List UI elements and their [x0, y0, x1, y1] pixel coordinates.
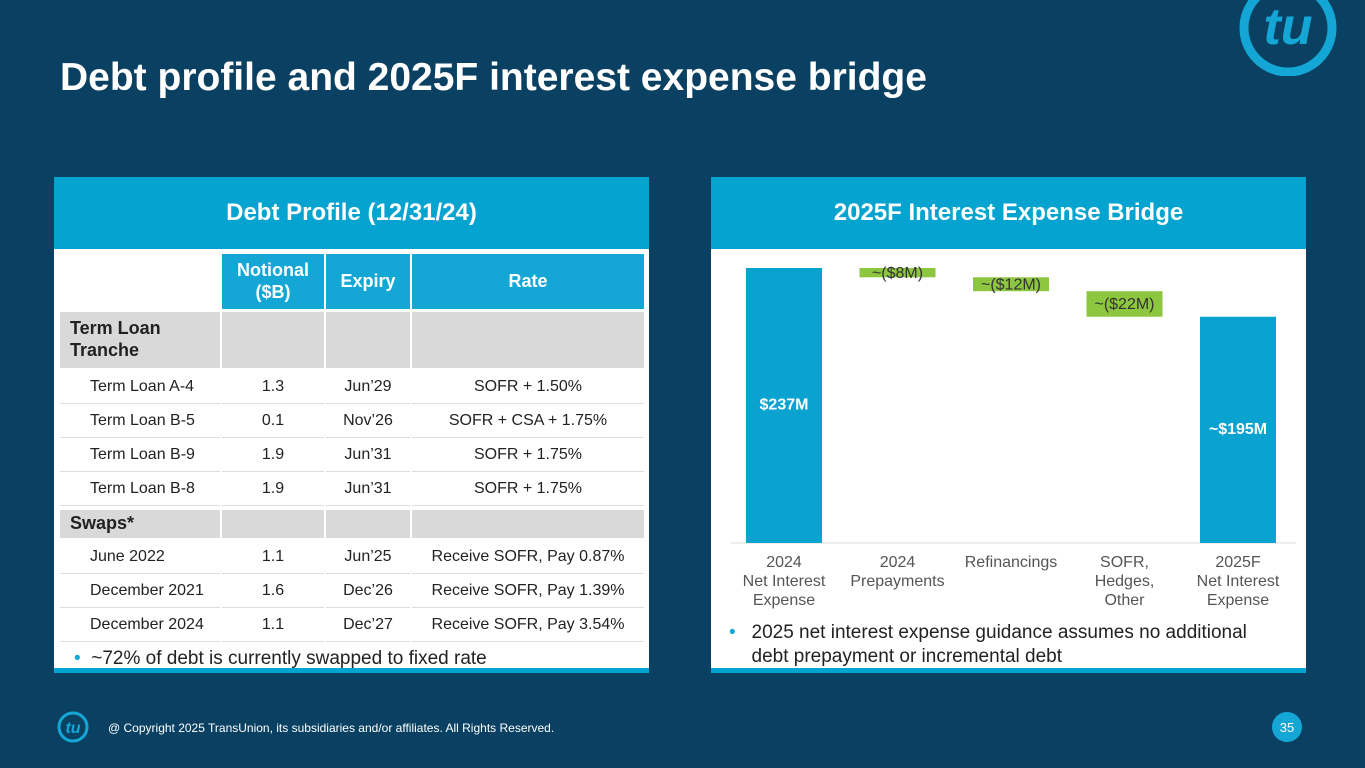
table-cell: 1.1 [222, 540, 324, 574]
table-cell: SOFR + CSA + 1.75% [412, 404, 644, 438]
category-label: 2024 Net Interest Expense [742, 554, 826, 610]
category-label: Refinancings [964, 554, 1058, 571]
change-bar [859, 268, 936, 278]
table-cell: SOFR + 1.50% [412, 370, 644, 404]
value-label: ~$195M [1209, 421, 1267, 438]
value-label: ~($8M) [872, 265, 923, 282]
table-cell: 0.1 [222, 404, 324, 438]
group-label: Swaps* [60, 510, 220, 538]
bullet-note: • 2025 net interest expense guidance ass… [729, 621, 1289, 669]
note-text: 2025 net interest expense guidance assum… [751, 622, 1247, 667]
table-cell: SOFR + 1.75% [412, 438, 644, 472]
note-text: ~72% of debt is currently swapped to fix… [91, 648, 487, 669]
page-number: 35 [1272, 712, 1302, 742]
group-label: Term Loan Tranche [60, 312, 220, 368]
logo: tu [1239, 0, 1337, 76]
panel-strip [54, 668, 649, 673]
value-label: $237M [760, 397, 809, 414]
table-cell: Receive SOFR, Pay 3.54% [412, 608, 644, 642]
panel-heading: Debt Profile (12/31/24) [54, 177, 649, 249]
value-label: ~($22M) [1094, 296, 1154, 313]
table-cell: Term Loan B-8 [60, 472, 220, 506]
table-cell: 1.9 [222, 472, 324, 506]
table-cell: December 2024 [60, 608, 220, 642]
table-cell: 1.3 [222, 370, 324, 404]
table-cell: December 2021 [60, 574, 220, 608]
table-cell: SOFR + 1.75% [412, 472, 644, 506]
table-cell: Term Loan B-5 [60, 404, 220, 438]
column-header: Notional ($B) [222, 254, 324, 309]
table-cell: Dec’27 [326, 608, 410, 642]
panel-heading: 2025F Interest Expense Bridge [711, 177, 1306, 249]
group-cell [222, 312, 324, 368]
column-header: Rate [412, 254, 644, 309]
group-cell [326, 312, 410, 368]
table-cell: Term Loan B-9 [60, 438, 220, 472]
table-cell: Receive SOFR, Pay 0.87% [412, 540, 644, 574]
table-cell: Jun’25 [326, 540, 410, 574]
svg-text:tu: tu [1263, 0, 1312, 56]
group-cell [222, 510, 324, 538]
table-cell: 1.1 [222, 608, 324, 642]
column-header: Expiry [326, 254, 410, 309]
change-bar [973, 277, 1049, 292]
copyright: @ Copyright 2025 TransUnion, its subsidi… [108, 721, 555, 735]
group-cell [412, 312, 644, 368]
table-cell: Dec’26 [326, 574, 410, 608]
table-cell: Nov’26 [326, 404, 410, 438]
right-panel: 2025F Interest Expense Bridge $237M ~($8M… [711, 177, 1306, 673]
table-cell: Term Loan A-4 [60, 370, 220, 404]
bullet-note: • ~72% of debt is currently swapped to f… [74, 648, 487, 669]
table-cell: 1.6 [222, 574, 324, 608]
category-label: SOFR, Hedges, Other [1094, 554, 1155, 610]
footer-logo: tu [57, 711, 89, 743]
category-label: 2024 Prepayments [850, 554, 945, 591]
table-cell: Jun’29 [326, 370, 410, 404]
total-bar [1200, 316, 1276, 543]
table-cell: 1.9 [222, 438, 324, 472]
table-cell: Receive SOFR, Pay 1.39% [412, 574, 644, 608]
table-cell: June 2022 [60, 540, 220, 574]
group-cell [412, 510, 644, 538]
left-panel: Debt Profile (12/31/24) • ~72% of debt i… [54, 177, 649, 673]
group-cell [326, 510, 410, 538]
change-bar [1086, 291, 1163, 317]
table-cell: Jun’31 [326, 472, 410, 506]
panel-strip [711, 668, 1306, 673]
title: Debt profile and 2025F interest expense … [60, 56, 927, 99]
total-bar [746, 268, 822, 543]
category-label: 2025F Net Interest Expense [1196, 554, 1280, 610]
table-cell: Jun’31 [326, 438, 410, 472]
waterfall-chart: $237M ~($8M) ~($12M) ~($22M) ~$195M [731, 265, 1296, 544]
value-label: ~($12M) [981, 276, 1041, 293]
svg-text:tu: tu [65, 720, 80, 737]
